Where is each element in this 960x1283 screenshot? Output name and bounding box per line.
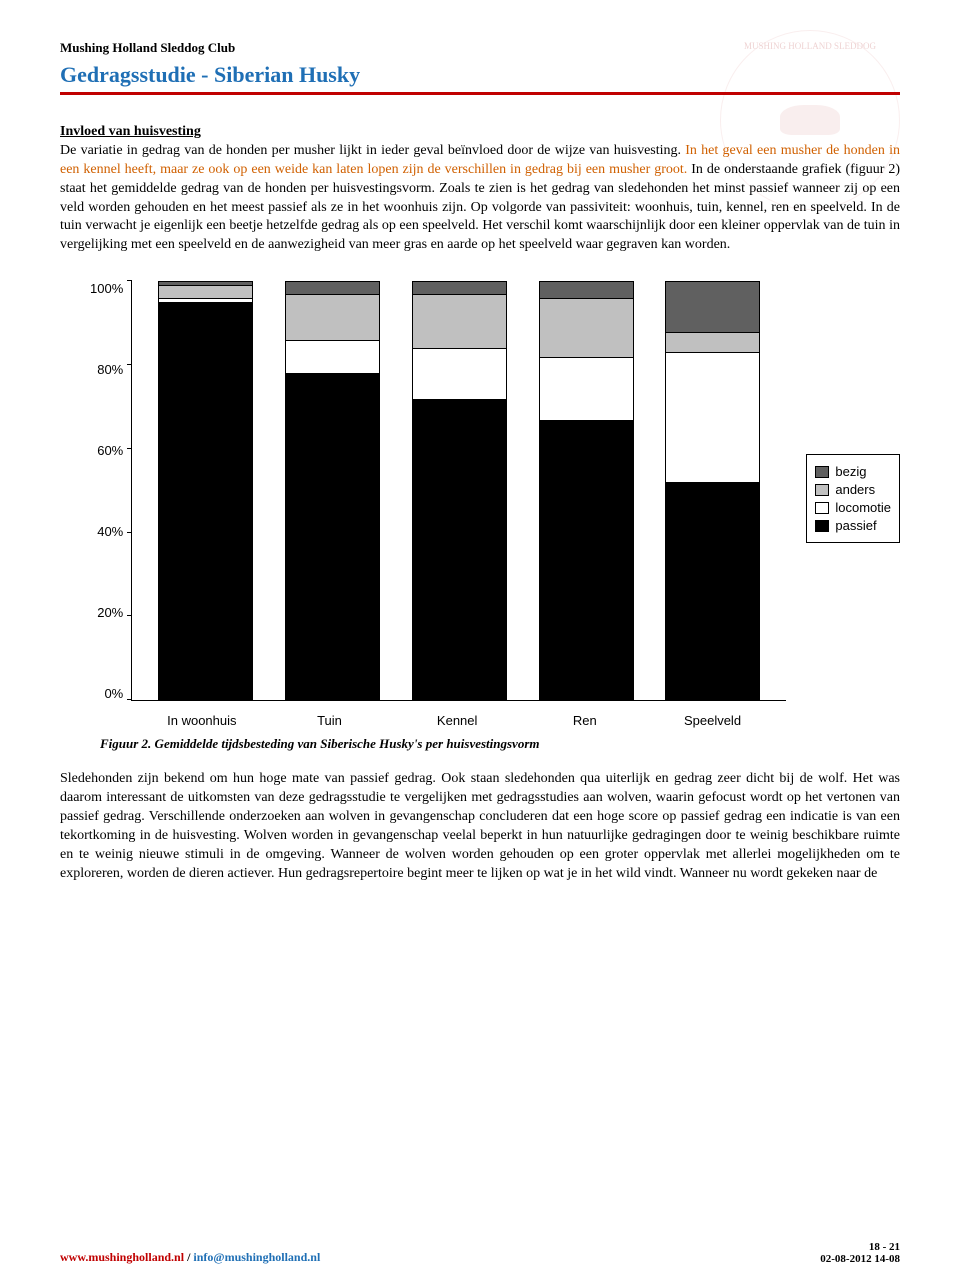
chart-y-axis: 100% 80% 60% 40% 20% 0% xyxy=(90,281,131,701)
bar-segment-bezig xyxy=(665,281,760,331)
x-tick-label: Kennel xyxy=(409,713,505,728)
bar-segment-locomotie xyxy=(412,348,507,398)
chart-legend: bezig anders locomotie passief xyxy=(806,454,900,543)
legend-label: bezig xyxy=(835,464,866,479)
intro-paragraph: Invloed van huisvesting De variatie in g… xyxy=(60,123,900,255)
y-tick-label: 40% xyxy=(90,524,123,539)
chart-bar xyxy=(285,281,380,700)
figure-2-chart: 100% 80% 60% 40% 20% 0% In woonhuis Tuin Kennel… xyxy=(60,269,900,728)
bar-segment-locomotie xyxy=(665,352,760,482)
chart-bar xyxy=(665,281,760,700)
chart-plot-area xyxy=(131,281,786,701)
bar-segment-passief xyxy=(158,302,253,700)
y-tick-label: 20% xyxy=(90,605,123,620)
header-club-name: Mushing Holland Sleddog Club xyxy=(60,40,900,56)
legend-item: anders xyxy=(815,482,891,497)
legend-item: passief xyxy=(815,518,891,533)
legend-label: anders xyxy=(835,482,875,497)
y-tick-label: 80% xyxy=(90,362,123,377)
y-tick-label: 100% xyxy=(90,281,123,296)
y-tick-label: 60% xyxy=(90,443,123,458)
bar-segment-anders xyxy=(539,298,634,357)
footer-page-number: 18 - 21 xyxy=(820,1241,900,1253)
title-underline xyxy=(60,92,900,95)
bar-segment-bezig xyxy=(412,281,507,294)
chart-x-axis: In woonhuis Tuin Kennel Ren Speelveld xyxy=(128,707,786,728)
footer-separator: / xyxy=(184,1250,193,1264)
legend-label: locomotie xyxy=(835,500,891,515)
intro-text-1: De variatie in gedrag van de honden per … xyxy=(60,143,685,158)
bar-segment-bezig xyxy=(539,281,634,298)
legend-item: locomotie xyxy=(815,500,891,515)
bar-segment-passief xyxy=(539,420,634,701)
figure-caption: Figuur 2. Gemiddelde tijdsbesteding van … xyxy=(100,736,900,752)
page-title: Gedragsstudie - Siberian Husky xyxy=(60,62,900,88)
legend-swatch xyxy=(815,466,829,478)
bar-segment-anders xyxy=(665,332,760,353)
legend-label: passief xyxy=(835,518,876,533)
section-heading: Invloed van huisvesting xyxy=(60,124,201,139)
chart-bar xyxy=(539,281,634,700)
bar-segment-bezig xyxy=(285,281,380,294)
bar-segment-anders xyxy=(285,294,380,340)
chart-bar xyxy=(412,281,507,700)
bar-segment-passief xyxy=(285,373,380,700)
legend-swatch xyxy=(815,484,829,496)
footer-email: info@mushingholland.nl xyxy=(193,1250,320,1264)
bar-segment-passief xyxy=(665,482,760,700)
paragraph-2: Sledehonden zijn bekend om hun hoge mate… xyxy=(60,770,900,883)
x-tick-label: Speelveld xyxy=(665,713,761,728)
footer-date: 02-08-2012 14-08 xyxy=(820,1253,900,1265)
x-tick-label: In woonhuis xyxy=(154,713,250,728)
legend-swatch xyxy=(815,520,829,532)
y-tick-label: 0% xyxy=(90,686,123,701)
bar-segment-locomotie xyxy=(539,357,634,420)
legend-item: bezig xyxy=(815,464,891,479)
footer-right: 18 - 21 02-08-2012 14-08 xyxy=(820,1241,900,1265)
x-tick-label: Tuin xyxy=(282,713,378,728)
chart-bar xyxy=(158,281,253,700)
x-tick-label: Ren xyxy=(537,713,633,728)
bar-segment-locomotie xyxy=(285,340,380,374)
bar-segment-anders xyxy=(158,285,253,298)
bar-segment-anders xyxy=(412,294,507,348)
footer-left: www.mushingholland.nl / info@mushingholl… xyxy=(60,1250,320,1265)
page-footer: www.mushingholland.nl / info@mushingholl… xyxy=(60,1241,900,1265)
footer-url: www.mushingholland.nl xyxy=(60,1250,184,1264)
bar-segment-passief xyxy=(412,399,507,701)
legend-swatch xyxy=(815,502,829,514)
